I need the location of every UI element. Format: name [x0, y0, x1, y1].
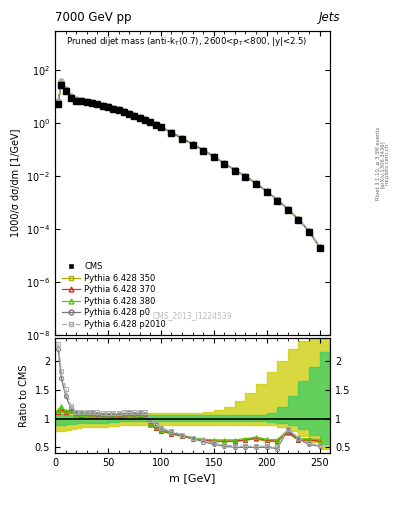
- Text: mcplots.cern.ch: mcplots.cern.ch: [385, 143, 390, 185]
- Text: 7000 GeV pp: 7000 GeV pp: [55, 11, 132, 24]
- Text: [arXiv:1306.3436]: [arXiv:1306.3436]: [380, 140, 385, 188]
- Y-axis label: Ratio to CMS: Ratio to CMS: [19, 364, 29, 427]
- X-axis label: m [GeV]: m [GeV]: [169, 474, 216, 483]
- Legend: CMS, Pythia 6.428 350, Pythia 6.428 370, Pythia 6.428 380, Pythia 6.428 p0, Pyth: CMS, Pythia 6.428 350, Pythia 6.428 370,…: [59, 260, 169, 331]
- Text: Pruned dijet mass (anti-k$_\mathsf{T}$(0.7), 2600<p$_\mathsf{T}$<800, |y|<2.5): Pruned dijet mass (anti-k$_\mathsf{T}$(0…: [66, 35, 307, 48]
- Y-axis label: 1000/σ dσ/dm [1/GeV]: 1000/σ dσ/dm [1/GeV]: [10, 129, 20, 237]
- Text: Jets: Jets: [318, 11, 340, 24]
- Text: Rivet 3.1.10, ≥ 3.3M events: Rivet 3.1.10, ≥ 3.3M events: [376, 127, 380, 201]
- Text: CMS_2013_I1224539: CMS_2013_I1224539: [153, 311, 232, 320]
